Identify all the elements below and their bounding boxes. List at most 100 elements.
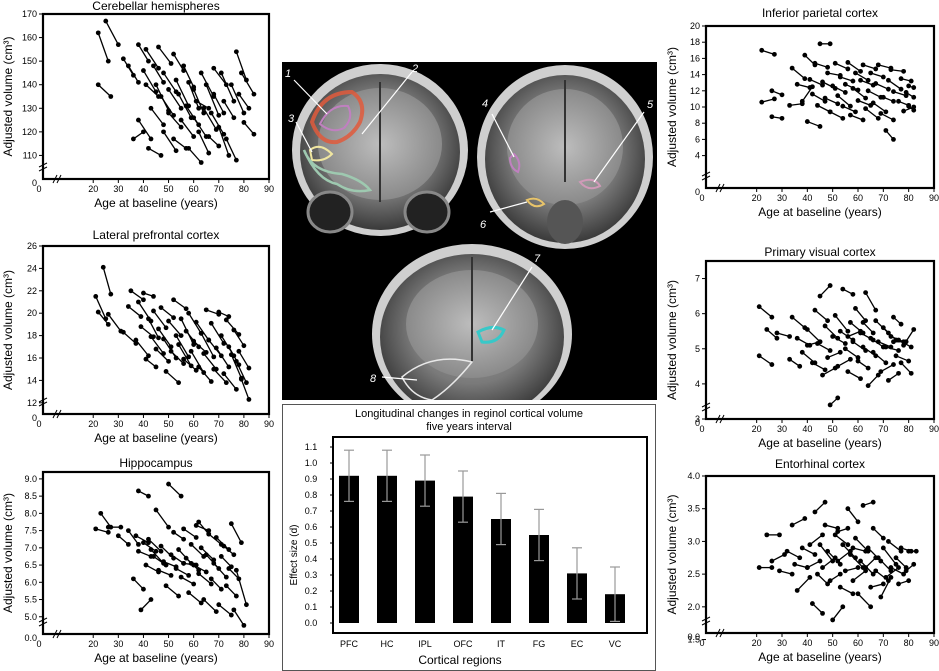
- subject-line: [152, 65, 165, 83]
- subject-point: [206, 150, 212, 156]
- chart-lateral-prefrontal-cortex: Lateral prefrontal cortex Adjusted volume…: [0, 226, 275, 448]
- subject-point: [837, 584, 843, 590]
- x-axis-label: Age at baseline (years): [758, 436, 881, 450]
- subject-point: [151, 554, 156, 559]
- y-tick-label: 130: [22, 103, 37, 113]
- subject-point: [138, 324, 144, 330]
- subject-point: [148, 105, 154, 111]
- subject-point: [820, 79, 825, 85]
- subject-point: [163, 562, 169, 568]
- subject-line: [213, 562, 227, 578]
- subject-point: [191, 581, 197, 587]
- subject-point: [100, 264, 106, 270]
- subject-point: [191, 134, 197, 139]
- subject-line: [188, 147, 202, 163]
- subject-line: [791, 316, 806, 329]
- subject-point: [769, 314, 775, 320]
- subject-point: [231, 607, 237, 613]
- subject-point: [223, 380, 229, 386]
- plot-primary-visual-cortex: Primary visual cortex Adjusted volume (cm…: [665, 245, 939, 450]
- subject-line: [213, 67, 227, 86]
- subject-point: [233, 49, 239, 55]
- subject-point: [125, 541, 131, 547]
- y-tick-label: 2.0: [687, 602, 700, 612]
- subject-point: [870, 100, 876, 106]
- x-tick-label: 70: [878, 193, 888, 203]
- y-tick-label: 170: [22, 9, 37, 19]
- subject-line: [135, 339, 149, 357]
- subject-point: [218, 333, 224, 338]
- subject-point: [201, 110, 207, 116]
- subject-point: [911, 107, 917, 113]
- subject-point: [226, 364, 232, 370]
- subject-line: [847, 61, 861, 72]
- x-tick-label: 40: [138, 639, 148, 649]
- subject-point: [842, 346, 848, 352]
- subject-point: [830, 617, 836, 623]
- x-tick-label: 20: [752, 193, 762, 203]
- subject-point: [198, 600, 204, 606]
- subject-line: [97, 311, 109, 325]
- y-tick-label: 5.5: [24, 595, 37, 605]
- subject-point: [878, 369, 884, 374]
- subject-point: [875, 555, 881, 561]
- subject-point: [779, 92, 785, 98]
- subject-point: [221, 110, 227, 116]
- subject-point: [233, 567, 239, 573]
- subject-point: [888, 334, 894, 339]
- subject-point: [772, 51, 777, 57]
- subject-line: [193, 117, 207, 137]
- subject-line: [822, 557, 836, 569]
- subject-point: [133, 337, 139, 343]
- subject-line: [183, 65, 195, 88]
- subject-point: [888, 67, 894, 73]
- x-tick-label: 40: [802, 193, 812, 203]
- subject-point: [906, 578, 912, 584]
- subject-point: [896, 348, 901, 353]
- subject-point: [208, 320, 214, 326]
- subject-line: [145, 84, 159, 97]
- subject-point: [118, 524, 124, 530]
- subject-line: [791, 67, 806, 80]
- subject-point: [797, 555, 803, 561]
- subject-point: [136, 299, 141, 305]
- subject-point: [178, 124, 184, 130]
- subject-point: [845, 60, 851, 65]
- subject-point: [875, 115, 881, 121]
- subject-point: [216, 124, 222, 130]
- subject-point: [161, 129, 166, 135]
- subject-point: [233, 157, 239, 163]
- subject-line: [127, 530, 139, 545]
- y-tick-label: 150: [22, 56, 37, 66]
- subject-line: [150, 336, 165, 354]
- subject-point: [873, 81, 879, 86]
- y-tick-label: 4: [695, 151, 700, 161]
- subject-line: [243, 122, 255, 135]
- subject-point: [772, 96, 777, 102]
- subject-point: [218, 70, 224, 76]
- subject-point: [231, 115, 237, 121]
- subject-point: [171, 529, 176, 535]
- subject-line: [127, 65, 139, 83]
- subject-point: [178, 316, 184, 322]
- chart-hippocampus: Hippocampus Adjusted volume (cm³) Age at b…: [0, 455, 275, 670]
- subject-point: [903, 90, 909, 95]
- subject-point: [233, 358, 239, 364]
- subject-point: [168, 573, 174, 578]
- chart-title: Longitudinal changes in reginol cortical…: [355, 408, 583, 420]
- subject-line: [210, 322, 225, 344]
- subject-line: [132, 578, 144, 590]
- subject-line: [832, 335, 846, 345]
- subject-point: [221, 371, 227, 377]
- subject-point: [198, 545, 204, 551]
- subject-point: [211, 560, 217, 566]
- subject-line: [900, 362, 912, 374]
- subject-point: [178, 105, 184, 111]
- x-tick-label: 70: [878, 424, 888, 434]
- subject-point: [176, 380, 182, 386]
- subject-line: [806, 329, 821, 343]
- subject-point: [143, 82, 149, 88]
- y-axis-break: [38, 617, 48, 627]
- x-tick-label: 30: [777, 638, 787, 648]
- x-tick-label: 80: [904, 638, 914, 648]
